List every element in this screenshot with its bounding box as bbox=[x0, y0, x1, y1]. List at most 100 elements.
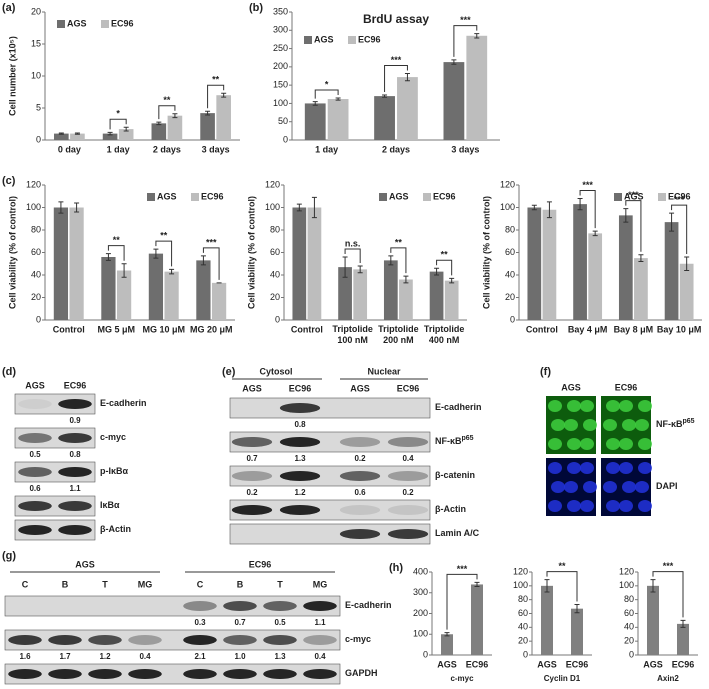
error-bar bbox=[107, 131, 113, 136]
lane-label: T bbox=[102, 579, 108, 589]
blot-strip bbox=[229, 499, 431, 521]
blot-band bbox=[263, 669, 297, 679]
x-tick-label: MG 5 μM bbox=[97, 324, 135, 334]
significance-label: ** bbox=[558, 561, 566, 571]
y-tick-label: 60 bbox=[505, 247, 515, 257]
lane-label: AGS bbox=[242, 383, 262, 393]
bar bbox=[542, 209, 557, 320]
significance-bracket bbox=[546, 571, 578, 602]
error-bar bbox=[474, 581, 480, 588]
significance-bracket bbox=[158, 105, 176, 120]
y-tick-label: 0 bbox=[36, 314, 41, 324]
cell bbox=[606, 462, 620, 474]
bar bbox=[211, 282, 227, 320]
error-bar bbox=[404, 72, 410, 82]
column-label: AGS bbox=[561, 382, 581, 392]
band-quantity: 0.4 bbox=[314, 652, 326, 661]
lane-label: MG bbox=[138, 579, 153, 589]
blot-band bbox=[8, 669, 42, 679]
significance-bracket bbox=[202, 247, 220, 280]
y-tick-label: 80 bbox=[624, 594, 634, 604]
row-label: β-Actin bbox=[435, 504, 466, 514]
cell bbox=[567, 462, 581, 474]
row-label-sup: p65 bbox=[683, 418, 695, 425]
row-label-main: E-cadherin bbox=[435, 402, 482, 412]
bar bbox=[527, 207, 542, 320]
lane-label: B bbox=[237, 579, 244, 589]
legend-swatch bbox=[101, 20, 109, 28]
x-tick-label: Triptolide 400 nM bbox=[424, 324, 465, 345]
error-bar bbox=[403, 275, 409, 284]
y-tick-label: 100 bbox=[619, 580, 634, 590]
lane-label: C bbox=[197, 579, 204, 589]
blot-strip bbox=[4, 595, 341, 617]
error-bar bbox=[638, 254, 644, 262]
x-tick-label: Triptolide 200 nM bbox=[378, 324, 419, 345]
x-axis-label: Axin2 bbox=[657, 674, 679, 683]
legend-label: AGS bbox=[314, 34, 334, 44]
y-tick-label: 40 bbox=[505, 269, 515, 279]
cell bbox=[619, 462, 633, 474]
band-quantity: 0.8 bbox=[294, 420, 306, 429]
cell bbox=[622, 419, 636, 431]
x-tick-label: MG 10 μM bbox=[142, 324, 185, 334]
band-quantity: 0.4 bbox=[402, 454, 414, 463]
y-tick-label: 120 bbox=[265, 179, 280, 189]
error-bar bbox=[335, 97, 341, 101]
legend-label: EC96 bbox=[201, 191, 224, 201]
blot-band bbox=[339, 529, 381, 539]
y-tick-label: 100 bbox=[413, 629, 428, 639]
y-tick-label: 120 bbox=[513, 566, 528, 576]
cell bbox=[638, 462, 652, 474]
bar bbox=[399, 279, 413, 320]
y-tick-label: 40 bbox=[518, 622, 528, 632]
bar bbox=[292, 207, 307, 320]
blot-band bbox=[8, 635, 42, 645]
band-quantity: 0.2 bbox=[246, 488, 258, 497]
blot-band bbox=[339, 437, 381, 447]
cell bbox=[580, 438, 594, 450]
bar bbox=[647, 585, 659, 655]
error-bar bbox=[311, 196, 317, 219]
y-tick-label: 80 bbox=[505, 224, 515, 234]
cell bbox=[606, 400, 620, 412]
significance-bracket bbox=[625, 200, 642, 252]
cell bbox=[580, 400, 594, 412]
y-tick-label: 20 bbox=[31, 292, 41, 302]
x-tick-label-line: 100 nM bbox=[337, 335, 368, 345]
significance-bracket bbox=[579, 190, 596, 229]
lane-label: AGS bbox=[25, 380, 45, 390]
error-bar bbox=[200, 255, 206, 266]
error-bar bbox=[531, 204, 537, 211]
panel-label: (b) bbox=[249, 2, 263, 14]
cell bbox=[548, 462, 562, 474]
x-tick-label: MG 20 μM bbox=[190, 324, 233, 334]
row-label: c-myc bbox=[100, 432, 126, 442]
row-label: β-catenin bbox=[435, 470, 475, 480]
bar bbox=[397, 77, 418, 140]
row-label: E-cadherin bbox=[435, 402, 482, 412]
cell bbox=[580, 500, 594, 512]
cell bbox=[564, 419, 578, 431]
row-label: Lamin A/C bbox=[435, 528, 480, 538]
cell bbox=[619, 500, 633, 512]
bar bbox=[327, 99, 349, 140]
significance-label: * bbox=[325, 79, 329, 89]
cell bbox=[567, 400, 581, 412]
y-tick-label: 120 bbox=[619, 566, 634, 576]
blot-band bbox=[303, 669, 337, 679]
blot-band bbox=[231, 471, 273, 481]
blot-strip bbox=[229, 431, 431, 453]
significance-label: *** bbox=[628, 190, 639, 200]
cell bbox=[548, 400, 562, 412]
bar bbox=[118, 129, 134, 140]
significance-bracket bbox=[109, 118, 127, 130]
significance-bracket bbox=[390, 247, 407, 274]
blot-band bbox=[88, 669, 122, 679]
y-tick-label: 100 bbox=[26, 202, 41, 212]
row-label: DAPI bbox=[656, 481, 678, 491]
bar bbox=[53, 207, 69, 320]
error-bar bbox=[123, 126, 129, 132]
blot-strip bbox=[4, 663, 341, 685]
panel-label: (c) bbox=[2, 175, 16, 187]
